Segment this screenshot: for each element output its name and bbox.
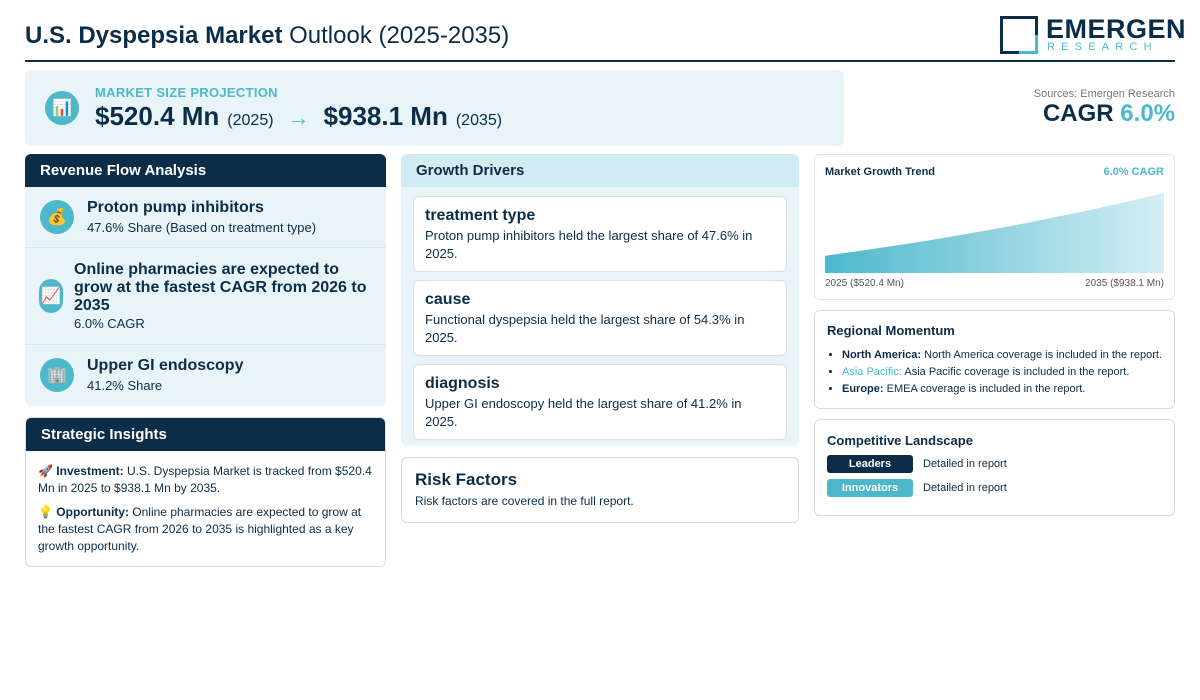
risk-factors-text: Risk factors are covered in the full rep… (415, 494, 634, 508)
driver-card-text: Functional dyspepsia held the largest sh… (425, 312, 745, 345)
arrow-right-icon: → (287, 105, 310, 130)
region-name: Asia Pacific: (842, 366, 902, 378)
strategic-insights-panel: Strategic Insights 🚀 Investment: U.S. Dy… (25, 417, 386, 567)
region-text: EMEA coverage is included in the report. (886, 383, 1086, 395)
logo-word: EMERGEN (1046, 14, 1187, 44)
opportunity-insight: 💡 Opportunity: Online pharmacies are exp… (38, 504, 378, 555)
page-header: U.S. Dyspepsia Market Outlook (2025-2035… (25, 12, 1186, 62)
logo-subtitle: RESEARCH (1047, 41, 1158, 53)
sources-text: Sources: Emergen Research (1033, 88, 1175, 100)
cagr-value: 6.0% (1120, 100, 1175, 127)
competitive-landscape-panel: Competitive Landscape Leaders Detailed i… (814, 419, 1175, 516)
regional-momentum-title: Regional Momentum (827, 323, 955, 338)
revenue-item: 🏢 Upper GI endoscopy 41.2% Share (25, 345, 386, 406)
revenue-item-title: Online pharmacies are expected to grow a… (74, 261, 367, 314)
page-title-rest: Outlook (2025-2035) (289, 22, 510, 49)
logo-mark-icon (1000, 16, 1038, 54)
projection-label: MARKET SIZE PROJECTION (95, 85, 278, 100)
bar-chart-icon: 📊 (45, 91, 79, 125)
investment-text: U.S. Dyspepsia Market is tracked from $5… (38, 464, 372, 495)
strategic-insights-heading: Strategic Insights (26, 418, 385, 451)
projection-values: $520.4 Mn (2025) → $938.1 Mn (2035) (95, 101, 502, 132)
projection-start-year: (2025) (227, 112, 274, 129)
trend-start-label: 2025 ($520.4 Mn) (825, 278, 904, 289)
revenue-item-sub: 41.2% Share (87, 378, 163, 393)
region-item: Europe: EMEA coverage is included in the… (842, 381, 1172, 398)
region-item: North America: North America coverage is… (842, 347, 1172, 364)
growth-drivers-heading: Growth Drivers (401, 154, 799, 187)
cagr-headline: CAGR 6.0% (1043, 100, 1175, 128)
region-name: North America: (842, 349, 922, 361)
investment-insight: 🚀 Investment: U.S. Dyspepsia Market is t… (38, 463, 378, 497)
innovators-badge: Innovators (827, 479, 913, 497)
opportunity-label: Opportunity: (56, 505, 129, 519)
leaders-description: Detailed in report (923, 458, 1007, 470)
driver-card-title: cause (425, 291, 471, 308)
revenue-item-sub: 6.0% CAGR (74, 316, 145, 331)
page-title-main: U.S. Dyspepsia Market (25, 22, 283, 49)
opportunity-text: Online pharmacies are expected to grow a… (38, 505, 362, 553)
risk-factors-panel: Risk Factors Risk factors are covered in… (401, 457, 799, 523)
projection-end-year: (2035) (455, 112, 503, 129)
driver-card-text: Proton pump inhibitors held the largest … (425, 228, 753, 261)
market-growth-trend-panel: Market Growth Trend 6.0% CAGR 2025 ($520… (814, 154, 1175, 300)
regional-list: North America: North America coverage is… (842, 347, 1172, 398)
projection-start-value: $520.4 Mn (95, 101, 220, 131)
driver-card-title: diagnosis (425, 375, 500, 392)
investment-label: Investment: (56, 464, 124, 478)
rocket-icon: 🚀 (38, 464, 53, 478)
revenue-item-sub: 47.6% Share (Based on treatment type) (87, 220, 317, 235)
innovators-description: Detailed in report (923, 482, 1007, 494)
revenue-flow-heading: Revenue Flow Analysis (25, 154, 386, 187)
revenue-item: 💰 Proton pump inhibitors 47.6% Share (Ba… (25, 187, 386, 248)
page-title: U.S. Dyspepsia Market Outlook (2025-2035… (25, 22, 509, 50)
building-icon: 🏢 (40, 358, 74, 392)
region-text: Asia Pacific coverage is included in the… (904, 366, 1130, 378)
leaders-badge: Leaders (827, 455, 913, 473)
region-name: Europe: (842, 383, 884, 395)
trend-chart-cagr: 6.0% CAGR (1103, 166, 1164, 178)
risk-factors-title: Risk Factors (415, 470, 518, 489)
region-item: Asia Pacific: Asia Pacific coverage is i… (842, 364, 1172, 381)
driver-card: diagnosis Upper GI endoscopy held the la… (413, 364, 787, 440)
revenue-flow-panel: Revenue Flow Analysis 💰 Proton pump inhi… (25, 154, 386, 406)
revenue-item-title: Proton pump inhibitors (87, 199, 264, 216)
trend-area-chart (825, 193, 1164, 273)
chart-increasing-icon: 📈 (39, 279, 63, 313)
trend-chart-title: Market Growth Trend (825, 166, 936, 178)
trend-end-label: 2035 ($938.1 Mn) (1085, 278, 1164, 289)
light-bulb-icon: 💡 (38, 505, 53, 519)
driver-card-title: treatment type (425, 207, 536, 224)
projection-end-value: $938.1 Mn (323, 101, 448, 131)
growth-drivers-panel: Growth Drivers treatment type Proton pum… (401, 154, 799, 446)
driver-card: treatment type Proton pump inhibitors he… (413, 196, 787, 272)
driver-card-text: Upper GI endoscopy held the largest shar… (425, 396, 742, 429)
revenue-item: 📈 Online pharmacies are expected to grow… (25, 248, 386, 345)
driver-card: cause Functional dyspepsia held the larg… (413, 280, 787, 356)
revenue-item-title: Upper GI endoscopy (87, 357, 244, 374)
trend-area-series (825, 193, 1164, 273)
money-bag-icon: 💰 (40, 200, 74, 234)
regional-momentum-panel: Regional Momentum North America: North A… (814, 310, 1175, 409)
competitive-landscape-title: Competitive Landscape (827, 433, 973, 448)
region-text: North America coverage is included in th… (924, 349, 1162, 361)
emergen-logo[interactable]: EMERGEN RESEARCH (1000, 14, 1186, 56)
cagr-label: CAGR (1042, 100, 1114, 127)
market-size-projection: 📊 MARKET SIZE PROJECTION $520.4 Mn (2025… (25, 70, 844, 146)
